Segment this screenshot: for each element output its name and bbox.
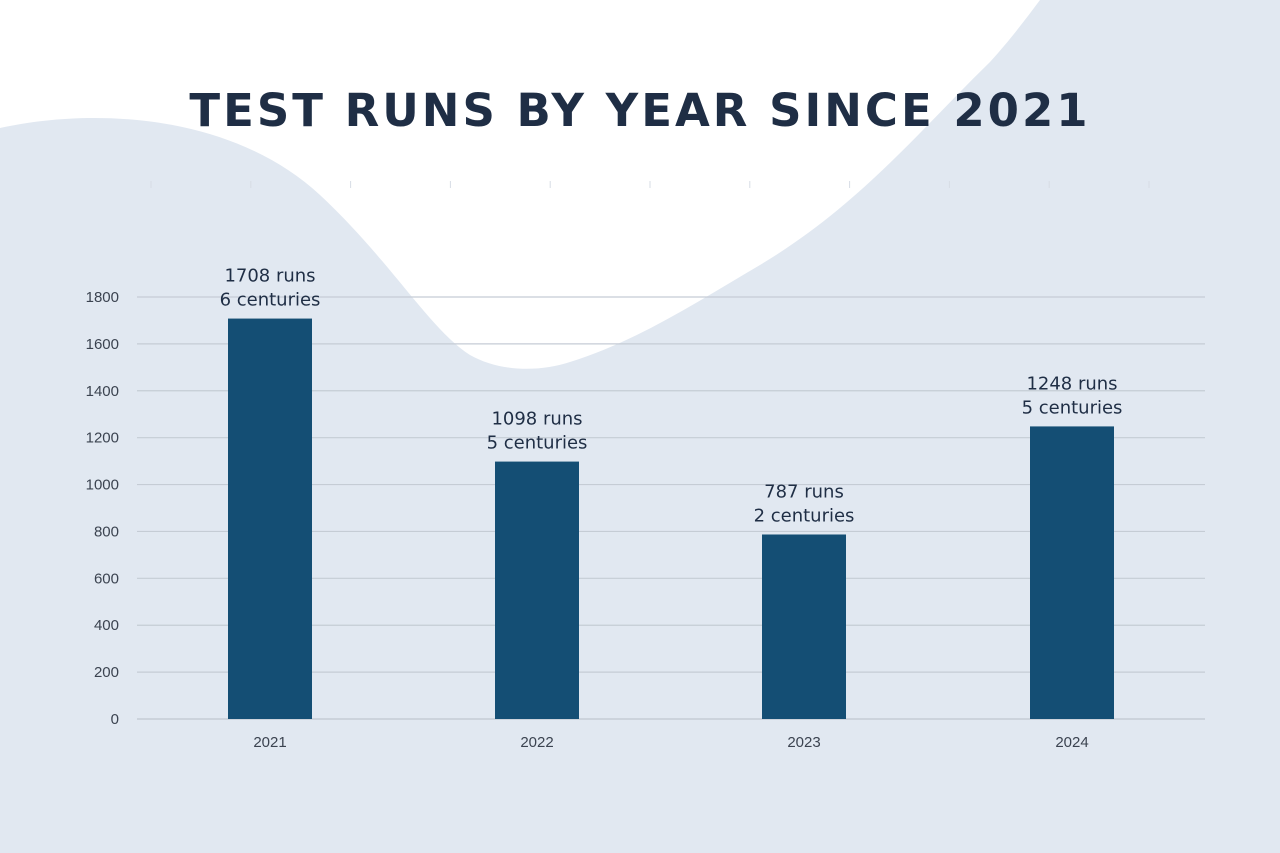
bar-2024 [1030, 426, 1114, 719]
x-tick-label: 2024 [1055, 734, 1088, 751]
x-tick-label: 2021 [253, 734, 286, 751]
y-tick-label: 400 [94, 617, 119, 634]
y-tick-label: 0 [111, 711, 119, 728]
y-axis: 0 200 400 600 800 1000 1200 1400 1600 1800 [86, 289, 119, 728]
data-label-runs: 1708 runs [224, 266, 315, 287]
data-label-centuries: 5 centuries [487, 433, 588, 454]
data-label-runs: 1098 runs [491, 409, 582, 430]
y-tick-label: 200 [94, 664, 119, 681]
y-tick-label: 1400 [86, 383, 119, 400]
gridlines [137, 296, 1205, 720]
bar-2022 [495, 461, 579, 719]
data-label-centuries: 6 centuries [220, 290, 321, 311]
bar-2023 [762, 534, 846, 719]
x-tick-label: 2023 [787, 734, 820, 751]
bars [228, 318, 1114, 719]
y-tick-label: 800 [94, 523, 119, 540]
y-tick-label: 1000 [86, 477, 119, 494]
data-label-runs: 1248 runs [1026, 373, 1117, 394]
y-tick-label: 1800 [86, 289, 119, 306]
y-tick-label: 1600 [86, 336, 119, 353]
data-label-centuries: 2 centuries [754, 505, 855, 526]
y-tick-label: 1200 [86, 430, 119, 447]
data-labels: 1708 runs 6 centuries 1098 runs 5 centuries… [220, 266, 1123, 527]
data-label-centuries: 5 centuries [1022, 397, 1123, 418]
x-tick-label: 2022 [520, 734, 553, 751]
y-tick-label: 600 [94, 570, 119, 587]
chart-title: TEST RUNS BY YEAR SINCE 2021 [189, 84, 1091, 137]
bar-2021 [228, 318, 312, 719]
top-tick-marks [150, 181, 1150, 188]
x-axis: 2021 2022 2023 2024 [253, 734, 1088, 751]
data-label-runs: 787 runs [764, 481, 844, 502]
